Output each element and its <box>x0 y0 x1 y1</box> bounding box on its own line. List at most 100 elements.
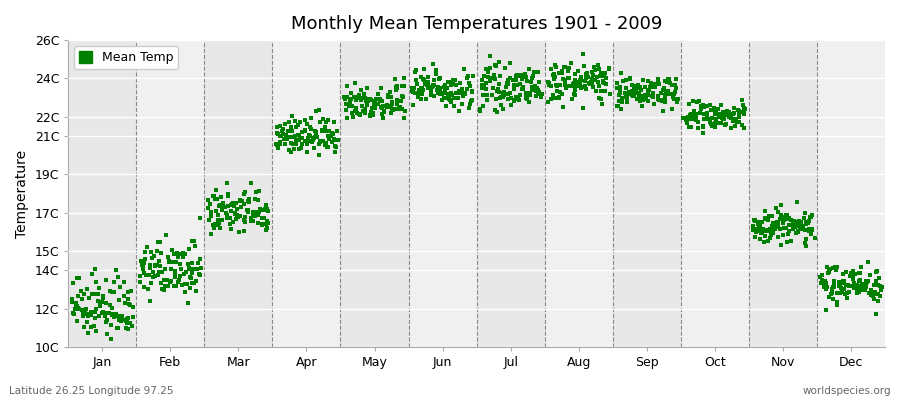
Point <box>302 132 317 139</box>
Point <box>414 74 428 80</box>
Point <box>146 268 160 275</box>
Point <box>748 216 762 223</box>
Point <box>273 122 287 129</box>
Point <box>173 273 187 279</box>
Point <box>77 291 92 298</box>
Point <box>340 83 355 89</box>
Point <box>147 253 161 259</box>
Point <box>321 143 336 150</box>
Point <box>617 90 632 97</box>
Point <box>207 225 221 232</box>
Point <box>823 266 837 272</box>
Point <box>814 274 828 280</box>
Point <box>716 112 730 118</box>
Point <box>346 114 360 120</box>
Point <box>354 95 368 101</box>
Point <box>483 74 498 81</box>
Point <box>706 105 721 112</box>
Point <box>716 110 731 116</box>
Point <box>754 218 769 225</box>
Point <box>732 119 746 125</box>
Point <box>436 84 451 90</box>
Point <box>138 256 152 262</box>
Point <box>704 121 718 128</box>
Point <box>214 207 229 214</box>
Point <box>415 86 429 92</box>
Point <box>348 105 363 112</box>
Point <box>547 74 562 80</box>
Point <box>574 74 589 80</box>
Point <box>664 106 679 112</box>
Point <box>602 65 616 71</box>
Point <box>698 104 712 111</box>
Point <box>230 216 244 223</box>
Point <box>520 78 535 84</box>
Point <box>368 96 382 102</box>
Point <box>420 80 435 86</box>
Point <box>548 62 562 68</box>
Point <box>565 83 580 89</box>
Point <box>824 290 839 296</box>
Point <box>297 127 311 134</box>
Point <box>87 291 102 297</box>
Point <box>874 286 888 293</box>
Point <box>87 308 102 315</box>
Point <box>94 310 109 317</box>
Point <box>251 212 266 218</box>
Point <box>623 74 637 81</box>
Point <box>270 124 284 130</box>
Point <box>185 279 200 286</box>
Point <box>441 95 455 102</box>
Point <box>870 298 885 304</box>
Point <box>682 116 697 122</box>
Point <box>208 220 222 227</box>
Point <box>724 125 738 131</box>
Point <box>545 72 560 78</box>
Point <box>338 96 353 102</box>
Point <box>260 206 274 212</box>
Point <box>548 64 562 70</box>
Point <box>658 92 672 98</box>
Point <box>384 107 399 113</box>
Point <box>652 81 666 87</box>
Point <box>72 275 86 281</box>
Point <box>456 90 471 96</box>
Point <box>797 215 812 222</box>
Point <box>429 70 444 77</box>
Point <box>620 98 634 105</box>
Point <box>164 266 178 272</box>
Point <box>182 246 196 252</box>
Point <box>208 196 222 202</box>
Point <box>421 79 436 86</box>
Point <box>859 278 873 284</box>
Point <box>294 134 309 141</box>
Point <box>255 221 269 228</box>
Point <box>215 203 230 209</box>
Point <box>718 122 733 128</box>
Point <box>757 239 771 245</box>
Point <box>452 88 466 94</box>
Point <box>80 319 94 326</box>
Point <box>815 277 830 283</box>
Point <box>409 77 423 83</box>
Point <box>392 104 407 110</box>
Point <box>525 85 539 92</box>
Point <box>513 92 527 98</box>
Point <box>519 90 534 96</box>
Point <box>238 214 252 220</box>
Point <box>752 221 766 228</box>
Point <box>406 101 420 108</box>
Point <box>753 223 768 230</box>
Point <box>869 269 884 276</box>
Point <box>65 299 79 305</box>
Point <box>465 88 480 95</box>
Point <box>700 110 715 116</box>
Point <box>462 105 476 111</box>
Point <box>135 262 149 269</box>
Point <box>414 95 428 102</box>
Point <box>707 124 722 130</box>
Point <box>485 92 500 98</box>
Point <box>440 85 454 91</box>
Point <box>237 227 251 234</box>
Point <box>860 281 874 287</box>
